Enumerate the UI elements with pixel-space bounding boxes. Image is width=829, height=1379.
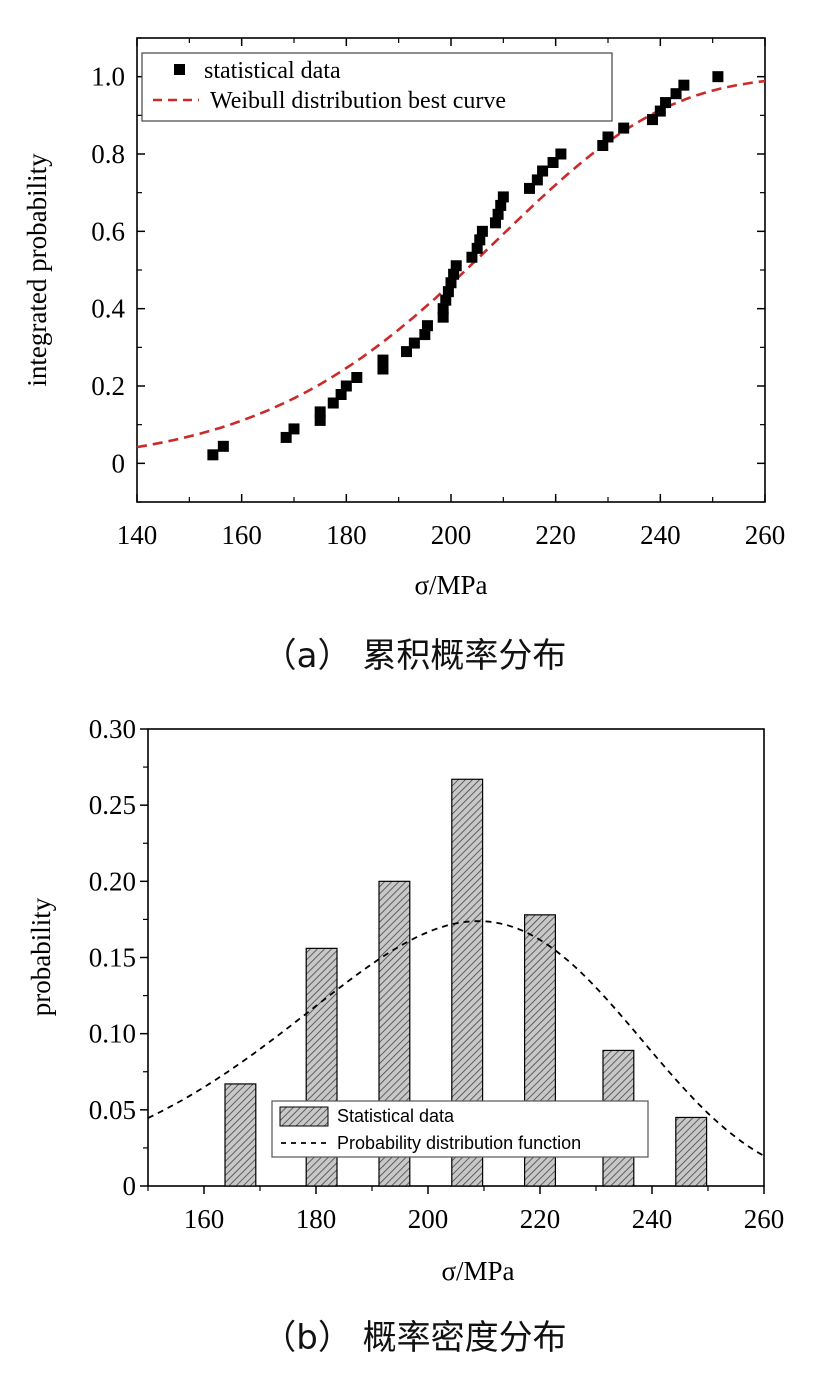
x-tick-label: 260: [744, 1204, 785, 1234]
data-point: [442, 286, 454, 298]
y-tick-label: 0.20: [89, 866, 136, 896]
y-tick-label: 0.05: [89, 1095, 136, 1125]
y-tick-label: 1.0: [91, 62, 125, 92]
y-tick-label: 0.2: [91, 371, 125, 401]
data-point: [660, 97, 672, 109]
y-axis-label: probability: [26, 897, 56, 1016]
x-tick-label: 180: [296, 1204, 337, 1234]
y-tick-label: 0: [112, 448, 126, 478]
x-tick-label: 160: [221, 520, 262, 550]
data-point: [280, 431, 292, 443]
data-point: [646, 114, 658, 126]
bar: [224, 1083, 257, 1187]
data-points: [207, 71, 724, 461]
x-axis-label: σ/MPa: [441, 1256, 514, 1286]
data-point: [537, 165, 549, 177]
data-point: [474, 234, 486, 246]
y-tick-label: 0.10: [89, 1019, 136, 1049]
legend-label-weibull-curve: Weibull distribution best curve: [210, 88, 506, 114]
x-tick-label: 260: [745, 520, 786, 550]
data-point: [471, 242, 483, 254]
data-point: [419, 329, 431, 341]
data-point: [335, 389, 347, 401]
y-tick-label: 0.8: [91, 139, 125, 169]
y-axis-label: integrated probability: [22, 153, 52, 387]
data-point: [492, 208, 504, 220]
data-point: [401, 346, 413, 358]
data-point: [670, 88, 682, 100]
x-tick-label: 220: [520, 1204, 561, 1234]
data-point: [408, 337, 420, 349]
y-tick-label: 0.4: [91, 294, 125, 324]
data-point: [314, 406, 326, 418]
data-point: [618, 122, 630, 134]
data-point: [445, 277, 457, 289]
y-tick-label: 0.30: [89, 714, 136, 744]
legend-label-statistical-data: Statistical data: [337, 1106, 455, 1126]
data-point: [495, 199, 507, 211]
data-point: [602, 131, 614, 143]
data-point: [440, 294, 452, 306]
data-point: [377, 363, 389, 375]
data-point: [288, 423, 300, 435]
data-point: [421, 320, 433, 332]
pdf-curve: [147, 920, 765, 1157]
data-point: [654, 105, 666, 117]
data-point: [524, 182, 535, 194]
x-tick-label: 200: [431, 520, 472, 550]
data-point: [327, 397, 339, 409]
y-tick-label: 0.25: [89, 790, 136, 820]
x-tick-label: 240: [632, 1204, 673, 1234]
pdf-curve-layer: [147, 920, 765, 1157]
caption-b: （b） 概率密度分布: [262, 1318, 567, 1358]
x-tick-label: 140: [117, 520, 158, 550]
data-point: [531, 174, 543, 186]
data-point: [377, 354, 389, 366]
data-point: [678, 79, 690, 91]
legend-box: [141, 52, 613, 122]
legend: statistical data Weibull distribution be…: [141, 52, 613, 122]
data-point: [497, 191, 509, 203]
data-point: [555, 148, 567, 160]
axis-ticks: 140 160 180 200 220 240 260 0 0.2 0.4 0.6 0.8 1.0: [91, 37, 786, 550]
data-point: [437, 303, 449, 315]
axis-ticks: 160 180 200 220 240 260 0 0.05 0.10 0.15 0.20 0.25 0…: [89, 714, 785, 1234]
data-point: [450, 260, 462, 272]
x-tick-label: 200: [408, 1204, 449, 1234]
data-point: [547, 157, 559, 169]
x-tick-label: 160: [184, 1204, 225, 1234]
legend: Statistical data Probability distributio…: [271, 1100, 649, 1158]
data-point: [351, 371, 363, 383]
data-point: [217, 440, 229, 452]
data-point: [712, 71, 724, 83]
legend-label-pdf: Probability distribution function: [337, 1133, 581, 1153]
legend-box: [271, 1100, 649, 1158]
bar: [675, 1116, 708, 1187]
data-point: [466, 251, 478, 263]
x-tick-label: 240: [640, 520, 681, 550]
chart-b: 160 180 200 220 240 260 0 0.05 0.10 0.15 0.20 0.25 0…: [26, 714, 784, 1286]
caption-a: （a） 累积概率分布: [262, 636, 567, 676]
y-tick-label: 0.6: [91, 216, 125, 246]
data-point: [597, 139, 609, 151]
chart-a: 140 160 180 200 220 240 260 0 0.2 0.4 0.6 0.8 1.0 st…: [22, 37, 786, 600]
x-tick-label: 180: [326, 520, 367, 550]
data-point: [207, 449, 219, 461]
data-point: [476, 225, 488, 237]
x-tick-label: 220: [535, 520, 576, 550]
y-tick-label: 0: [123, 1171, 137, 1201]
data-point: [489, 217, 501, 229]
legend-label-statistical-data: statistical data: [204, 58, 341, 84]
y-tick-label: 0.15: [89, 943, 136, 973]
data-point: [448, 268, 460, 280]
data-point: [437, 311, 449, 323]
x-axis-label: σ/MPa: [414, 570, 487, 600]
legend-hatched-swatch: [279, 1106, 329, 1127]
data-point: [340, 380, 352, 392]
data-point: [314, 414, 326, 426]
legend-square-marker: [174, 64, 185, 75]
